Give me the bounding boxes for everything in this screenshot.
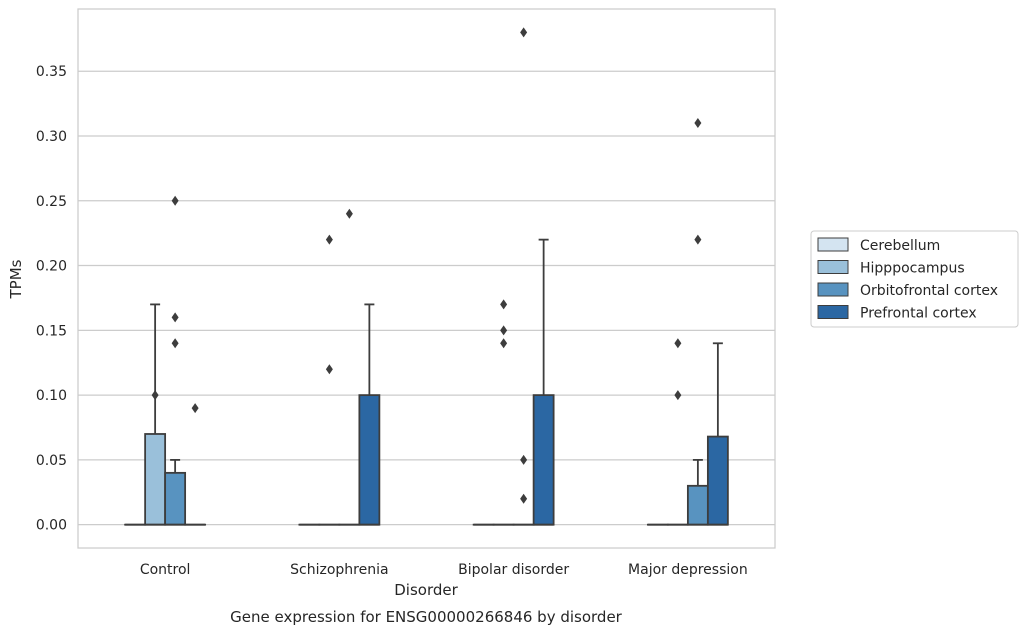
outlier-point <box>151 390 159 401</box>
x-tick-label: Major depression <box>628 562 748 578</box>
x-tick-label: Schizophrenia <box>290 562 388 578</box>
box-hipppocampus <box>144 303 167 526</box>
outlier-point <box>500 299 508 310</box>
outlier-point <box>500 325 508 336</box>
y-tick-label: 0.15 <box>36 323 67 339</box>
outlier-point <box>345 208 353 219</box>
chart-title: Gene expression for ENSG00000266846 by d… <box>230 608 623 626</box>
outlier-point <box>191 403 199 414</box>
outlier-point <box>325 364 333 375</box>
box-prefrontal-cortex <box>532 238 555 526</box>
outlier-point <box>694 234 702 245</box>
plot-frame <box>77 8 776 549</box>
x-tick-label: Bipolar disorder <box>458 562 569 578</box>
legend-swatch <box>817 260 849 274</box>
outlier-point <box>171 312 179 323</box>
box-prefrontal-cortex <box>358 303 381 526</box>
outlier-point <box>325 234 333 245</box>
x-axis-label: Disorder <box>394 581 458 599</box>
box-orbitofrontal-cortex <box>164 458 187 526</box>
outlier-point <box>520 27 528 38</box>
y-tick-label: 0.25 <box>36 194 67 210</box>
legend-frame <box>810 230 1019 328</box>
legend-entry-label: Hipppocampus <box>860 261 965 277</box>
outlier-point <box>520 454 528 465</box>
outlier-point <box>674 338 682 349</box>
outlier-point <box>171 195 179 206</box>
box-prefrontal-cortex <box>706 342 729 526</box>
legend-swatch <box>817 305 849 319</box>
outlier-point <box>520 493 528 504</box>
y-tick-label: 0.00 <box>36 518 67 534</box>
box-orbitofrontal-cortex <box>686 458 709 526</box>
outlier-point <box>500 338 508 349</box>
y-tick-label: 0.05 <box>36 453 67 469</box>
outlier-point <box>674 390 682 401</box>
y-tick-label: 0.30 <box>36 129 67 145</box>
y-tick-label: 0.10 <box>36 388 67 404</box>
legend-entry-label: Orbitofrontal cortex <box>860 283 998 299</box>
y-tick-label: 0.35 <box>36 64 67 80</box>
outlier-point <box>694 118 702 129</box>
legend: Cerebellum Hipppocampus Orbitofrontal cort… <box>810 230 1019 328</box>
legend-entry-label: Cerebellum <box>860 238 940 254</box>
legend-swatch <box>817 237 849 252</box>
legend-entry-label: Prefrontal cortex <box>860 306 977 322</box>
outlier-point <box>171 338 179 349</box>
y-axis-label: TPMs <box>7 259 25 299</box>
y-tick-label: 0.20 <box>36 259 67 275</box>
legend-swatch <box>817 282 849 297</box>
x-tick-label: Control <box>140 562 191 578</box>
